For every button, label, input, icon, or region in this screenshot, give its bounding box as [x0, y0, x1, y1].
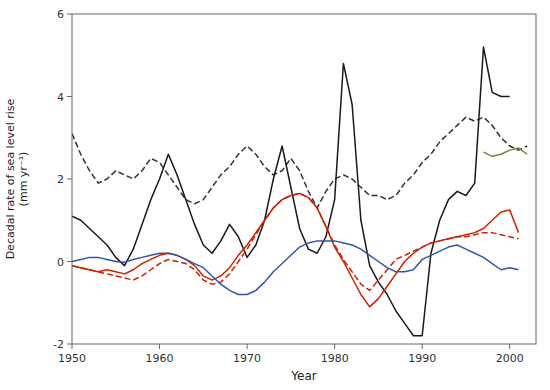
- x-tick-label: 2000: [496, 352, 524, 365]
- x-tick: [509, 344, 510, 349]
- y-tick: [67, 14, 72, 15]
- x-tick: [247, 344, 248, 349]
- y-tick-label: -2: [53, 338, 64, 351]
- y-tick: [67, 96, 72, 97]
- x-tick-label: 1970: [233, 352, 261, 365]
- plot-area: [72, 14, 536, 344]
- y-axis-label: Decadal rate of sea level rise(mm yr⁻¹): [4, 98, 30, 259]
- series-line: [483, 148, 527, 156]
- x-tick-label: 1990: [408, 352, 436, 365]
- y-axis-label-line: Decadal rate of sea level rise: [4, 98, 17, 259]
- y-tick-label: 4: [57, 91, 64, 104]
- x-tick: [72, 344, 73, 349]
- y-tick-label: 2: [57, 173, 64, 186]
- y-tick: [67, 261, 72, 262]
- x-tick-label: 1980: [321, 352, 349, 365]
- x-tick: [334, 344, 335, 349]
- x-tick: [422, 344, 423, 349]
- x-axis-label: Year: [290, 369, 316, 383]
- y-tick-label: 0: [57, 256, 64, 269]
- series-line: [72, 193, 518, 290]
- series-line: [72, 241, 518, 295]
- x-tick: [159, 344, 160, 349]
- y-tick: [67, 344, 72, 345]
- series-line: [72, 193, 518, 306]
- y-tick: [67, 179, 72, 180]
- series-line: [72, 47, 510, 336]
- x-tick-label: 1960: [146, 352, 174, 365]
- x-tick-label: 1950: [58, 352, 86, 365]
- plot-frame: [72, 14, 536, 344]
- y-axis-label-line: (mm yr⁻¹): [17, 152, 30, 207]
- y-tick-label: 6: [57, 8, 64, 21]
- lines: [72, 47, 527, 336]
- chart: 1950 1960 1970 1980 1990 2000 -2 0 2 4 6 Year Decada…: [0, 0, 550, 390]
